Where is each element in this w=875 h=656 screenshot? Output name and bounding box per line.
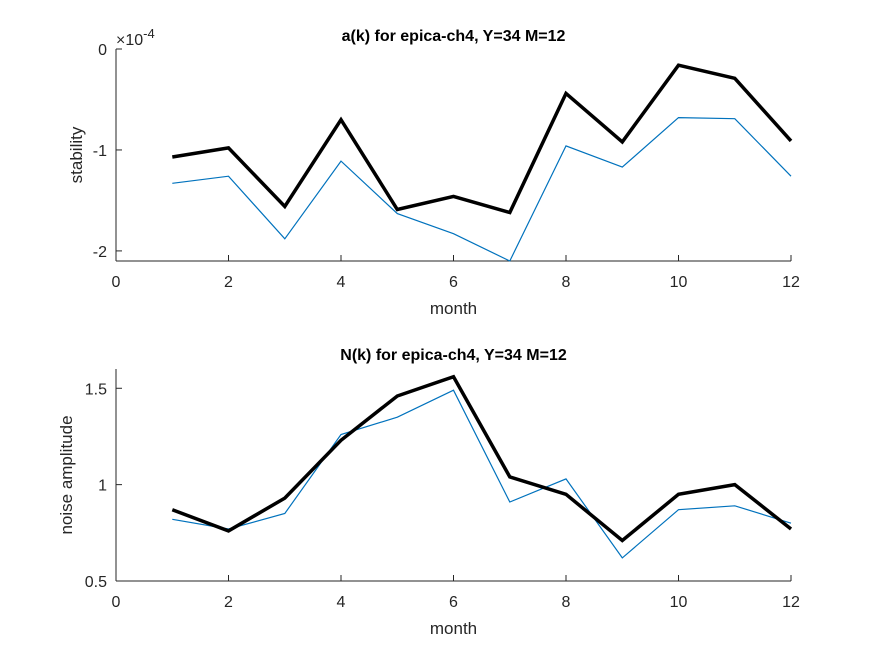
x-tick-label: 2 [224,274,233,291]
y-axis-label: stability [67,126,86,183]
series-line-thin [172,116,792,262]
noise-amplitude-plot: 0 2 4 6 8 10 12 0.5 1 1.5 N(k) for epica-ch4, Y=34… [57,347,800,638]
x-tick-label: 10 [670,274,688,291]
x-tick-label: 6 [449,274,458,291]
y-tick-label: -1 [93,143,107,160]
x-tick-label: 8 [562,274,571,291]
x-tick-label: 4 [337,274,346,291]
series-line-thick [171,374,793,543]
x-tick-label: 2 [224,594,233,611]
y-tick-label: 1.5 [85,381,107,398]
stability-plot: 0 2 4 6 8 10 12 -2 -1 0 ×10-4 a(k) for epica-ch4, Y… [67,26,800,318]
x-tick-label: 12 [782,594,800,611]
y-tick-label: 0 [98,42,107,59]
x-axis-label: month [430,299,477,318]
y-tick-label: 0.5 [85,574,107,591]
chart-title: a(k) for epica-ch4, Y=34 M=12 [342,28,566,45]
x-tick-label: 10 [670,594,688,611]
y-axis-label: noise amplitude [57,415,76,534]
y-tick-label: 1 [98,478,107,495]
x-tick-label: 12 [782,274,800,291]
y-tick-label: -2 [93,244,107,261]
series-line-thick [172,63,793,215]
chart-title: N(k) for epica-ch4, Y=34 M=12 [340,347,567,364]
x-axis-label: month [430,619,477,638]
y-exponent-label: ×10-4 [116,26,155,49]
x-tick-label: 4 [337,594,346,611]
x-tick-label: 6 [449,594,458,611]
x-tick-label: 8 [562,594,571,611]
series-line-thin [172,389,792,559]
x-tick-label: 0 [112,274,121,291]
x-tick-label: 0 [112,594,121,611]
